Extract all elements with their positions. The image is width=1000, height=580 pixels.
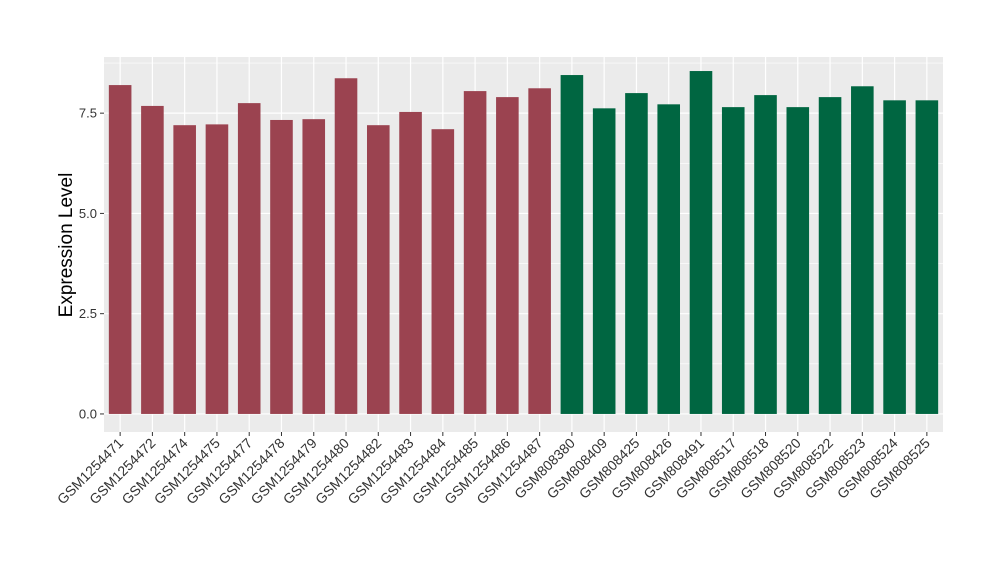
- bar-GSM808525: [915, 100, 939, 414]
- y-axis-title: Expression Level: [56, 173, 77, 318]
- bar-GSM1254475: [205, 124, 229, 414]
- y-tick-label: 5.0: [79, 206, 97, 221]
- y-axis-ticks: 0.0 2.5 5.0 7.5: [79, 106, 104, 421]
- bar-GSM808524: [883, 100, 906, 414]
- bar-GSM1254486: [496, 97, 519, 414]
- bar-GSM808426: [657, 104, 681, 414]
- bar-GSM1254472: [141, 105, 164, 414]
- bar-GSM1254483: [399, 111, 422, 414]
- bar-GSM1254478: [270, 119, 293, 414]
- bar-GSM808522: [818, 97, 842, 414]
- bar-GSM1254479: [302, 119, 326, 414]
- bar-GSM808425: [625, 93, 648, 414]
- bar-GSM1254480: [334, 78, 358, 414]
- bar-GSM808409: [592, 108, 616, 414]
- bars: [108, 71, 939, 414]
- x-axis-ticks: GSM1254471GSM1254472GSM1254474GSM1254475…: [54, 432, 933, 507]
- bar-GSM1254482: [366, 125, 390, 414]
- y-tick-label: 7.5: [79, 106, 97, 121]
- bar-GSM808523: [851, 86, 874, 414]
- bar-GSM1254474: [173, 125, 196, 414]
- bar-GSM808491: [689, 71, 713, 414]
- y-tick-label: 0.0: [79, 406, 97, 421]
- bar-GSM1254487: [528, 88, 551, 414]
- bar-GSM1254471: [108, 85, 132, 414]
- bar-GSM808517: [721, 107, 745, 414]
- bar-GSM1254484: [431, 129, 455, 414]
- bar-GSM808518: [754, 95, 777, 414]
- bar-GSM808520: [786, 107, 810, 414]
- bar-GSM1254485: [463, 91, 487, 414]
- bar-GSM808380: [560, 75, 584, 414]
- y-tick-label: 2.5: [79, 306, 97, 321]
- bar-GSM1254477: [237, 103, 261, 414]
